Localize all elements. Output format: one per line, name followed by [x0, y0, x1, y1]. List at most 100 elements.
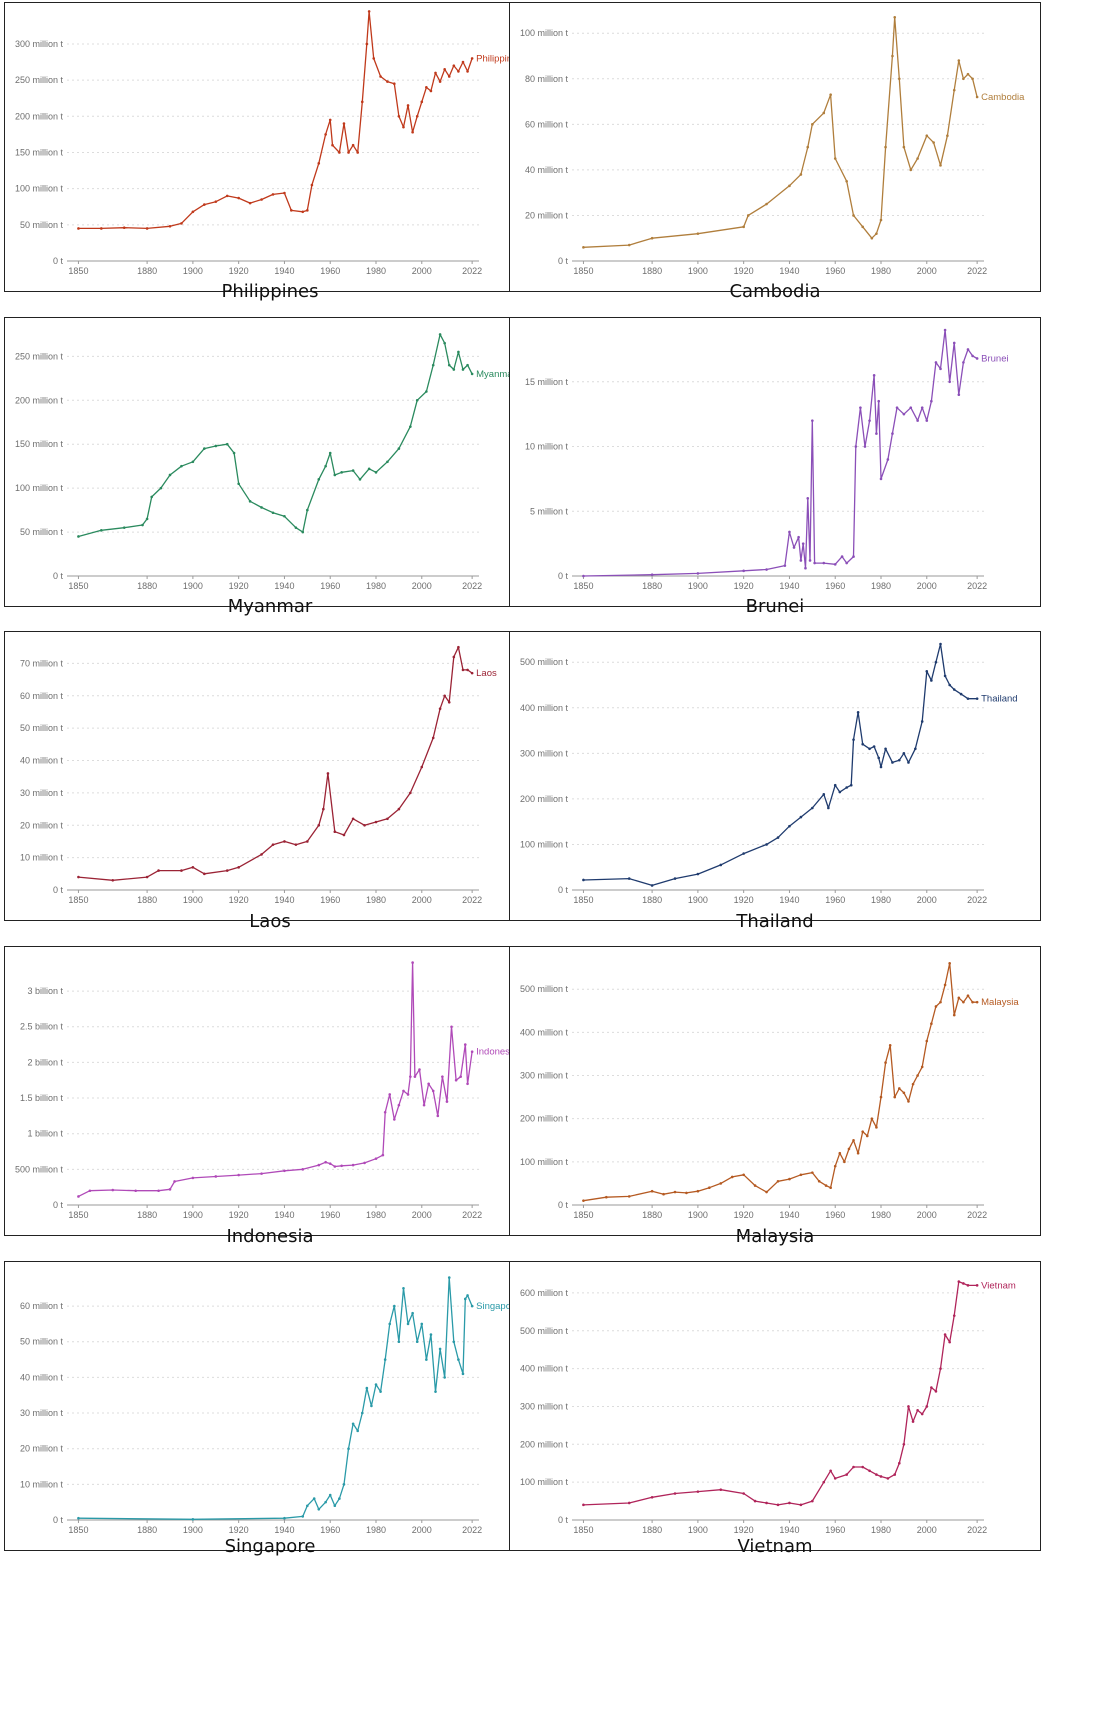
data-point: [845, 786, 848, 789]
data-point: [783, 564, 787, 567]
data-point: [306, 840, 309, 843]
data-point: [358, 478, 362, 481]
series-line-thailand: [583, 643, 978, 887]
y-tick-label: 50 million t: [20, 527, 64, 537]
data-point: [328, 118, 332, 122]
data-point: [957, 59, 961, 62]
x-tick-label: 1980: [366, 266, 386, 276]
data-point: [461, 1372, 465, 1376]
data-point: [363, 1161, 366, 1165]
x-tick-label: 1960: [320, 1210, 340, 1220]
x-tick-label: 1980: [871, 266, 891, 276]
data-point: [746, 214, 750, 217]
y-tick-label: 300 million t: [520, 1401, 569, 1411]
data-point: [662, 1192, 665, 1196]
data-point: [893, 1473, 897, 1476]
data-point: [411, 1311, 414, 1315]
chart-svg-myanmar: 0 t 50 million t 100 million t 150 million …: [15, 333, 516, 591]
data-point: [817, 1179, 821, 1183]
series-line-brunei: [583, 329, 978, 577]
chart-caption: Laos: [249, 911, 291, 932]
data-point: [719, 1488, 723, 1492]
data-point: [145, 875, 149, 879]
data-point: [852, 1465, 855, 1469]
x-tick-label: 1980: [871, 1525, 891, 1535]
data-point: [134, 1189, 137, 1193]
data-point: [650, 884, 654, 887]
data-point: [765, 1190, 768, 1194]
data-point: [438, 333, 442, 336]
data-point: [447, 1276, 451, 1279]
data-point: [381, 1153, 385, 1157]
data-point: [100, 529, 103, 532]
x-tick-label: 1940: [779, 895, 799, 905]
data-point: [854, 445, 858, 448]
data-point: [971, 1000, 974, 1004]
data-point: [582, 574, 585, 578]
data-point: [845, 561, 848, 565]
data-point: [406, 104, 410, 107]
data-point: [861, 742, 864, 746]
data-point: [283, 514, 286, 518]
data-point: [447, 363, 451, 367]
data-point: [333, 473, 337, 477]
data-point: [627, 243, 631, 247]
data-point: [283, 1169, 286, 1173]
y-tick-label: 100 million t: [520, 1157, 569, 1167]
data-point: [203, 203, 206, 206]
chart-svg-laos: 0 t 10 million t 20 million t 30 million t 4…: [20, 645, 497, 905]
x-tick-label: 2000: [412, 895, 432, 905]
data-point: [930, 399, 933, 403]
data-point: [788, 530, 791, 534]
data-point: [271, 511, 275, 515]
data-point: [413, 1075, 417, 1078]
data-point: [283, 840, 286, 843]
series-label: Brunei: [981, 353, 1008, 364]
data-point: [386, 80, 389, 83]
x-tick-label: 1940: [274, 1525, 294, 1535]
data-point: [792, 546, 796, 549]
x-tick-label: 1960: [320, 266, 340, 276]
y-tick-label: 600 million t: [520, 1288, 569, 1298]
data-point: [393, 1304, 396, 1308]
data-point: [925, 1039, 929, 1043]
y-tick-label: 70 million t: [20, 658, 64, 668]
x-tick-label: 1900: [183, 1210, 203, 1220]
data-point: [360, 1411, 364, 1415]
series-line-cambodia: [583, 16, 978, 248]
data-point: [374, 820, 378, 824]
data-point: [879, 1095, 883, 1099]
data-point: [191, 210, 195, 214]
data-point: [457, 70, 460, 73]
data-point: [457, 645, 460, 649]
data-point: [409, 425, 412, 428]
data-point: [765, 843, 768, 846]
data-point: [582, 878, 585, 882]
data-point: [801, 542, 805, 545]
data-point: [827, 806, 830, 810]
data-point: [806, 145, 810, 149]
data-point: [294, 526, 298, 529]
x-tick-label: 1960: [320, 895, 340, 905]
data-point: [909, 406, 913, 409]
data-point: [833, 563, 837, 566]
data-point: [406, 1093, 410, 1096]
data-point: [145, 227, 149, 230]
data-point: [696, 872, 700, 876]
data-point: [685, 1191, 688, 1195]
y-tick-label: 50 million t: [20, 723, 64, 733]
data-point: [788, 184, 791, 188]
x-tick-label: 1920: [734, 1210, 754, 1220]
data-point: [379, 75, 382, 78]
x-tick-label: 1880: [642, 1525, 662, 1535]
data-point: [271, 843, 275, 846]
data-point: [948, 380, 951, 384]
y-tick-label: 10 million t: [20, 1479, 64, 1489]
x-tick-label: 1900: [688, 1210, 708, 1220]
data-point: [214, 444, 218, 448]
x-tick-label: 1850: [573, 895, 593, 905]
data-point: [868, 419, 871, 422]
x-tick-label: 2022: [462, 1210, 482, 1220]
data-point: [420, 1322, 424, 1326]
y-tick-label: 1 billion t: [27, 1129, 63, 1139]
